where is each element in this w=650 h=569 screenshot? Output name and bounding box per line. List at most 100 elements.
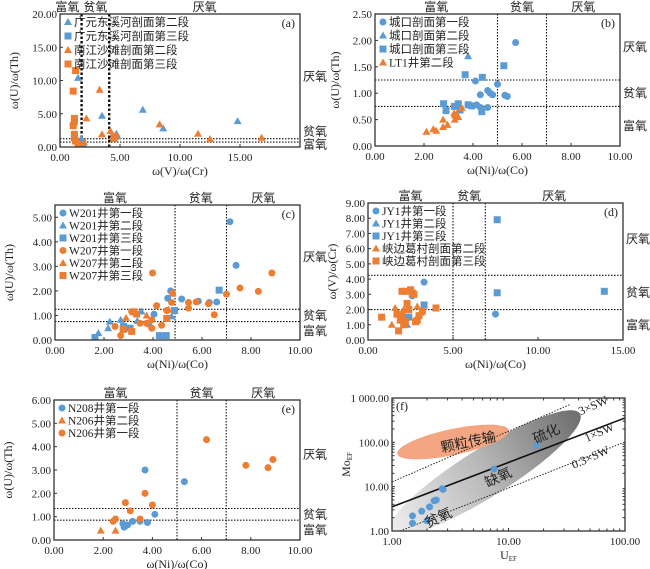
- zone-top-label: 厌氧: [193, 0, 217, 14]
- point-c-s3-13: [111, 323, 119, 330]
- point-b-s0-1: [494, 80, 501, 88]
- point-a-s3-4: [69, 122, 77, 130]
- plot-frame: [54, 204, 301, 341]
- point-f-s0-0: [409, 512, 417, 520]
- y-tick-label: 2.00: [32, 488, 52, 500]
- point-d-s2-2: [600, 287, 608, 295]
- x-tick-label: 0.00: [44, 545, 64, 557]
- legend-marker: [379, 45, 387, 53]
- ref-line-label: 1×SW: [582, 419, 616, 445]
- x-tick-label: 6.00: [192, 545, 212, 557]
- x-tick-label: 4.00: [143, 545, 163, 557]
- x-tick-label: 8.00: [241, 545, 261, 557]
- y-tick-label: 0.00: [32, 535, 52, 547]
- x-tick-label: 6.00: [192, 345, 212, 357]
- point-c-s1-2: [104, 324, 113, 332]
- panel-label: (e): [282, 402, 295, 416]
- legend-marker: [59, 272, 67, 279]
- legend-label: 城口剖面第一段: [389, 15, 470, 29]
- x-tick-label: 0.00: [358, 345, 378, 357]
- x-tick-label: 6.00: [512, 151, 532, 163]
- point-b-s2-4: [442, 107, 450, 115]
- panel-c: 0.00 2.00 4.00 6.00 8.00 10.00 0.00 1.00 2.00 3.0…: [2, 190, 327, 371]
- point-c-s5-4: [163, 314, 171, 322]
- x-tick-label: 15.00: [228, 152, 253, 164]
- zone-top-label: 厌氧: [542, 189, 566, 203]
- y-tick-label: 1.00: [353, 88, 373, 100]
- point-c-s2-0: [91, 334, 99, 340]
- point-b-s0-0: [512, 39, 520, 47]
- point-c-s4-3: [168, 288, 177, 296]
- y-axis-label: ω(V)/ω(Cr): [325, 244, 339, 300]
- x-axis-label: UEF: [500, 548, 517, 563]
- x-tick-label: 2.00: [94, 545, 114, 557]
- point-d-s4-0: [378, 313, 386, 321]
- x-tick-label: 15.00: [611, 345, 636, 357]
- y-tick-label: 3.00: [32, 465, 52, 477]
- point-f-s0-1: [409, 519, 417, 527]
- zone-top-label: 贫氧: [190, 385, 214, 400]
- y-tick-label: 1.50: [353, 62, 373, 74]
- x-tick-label: 1.00: [382, 536, 402, 548]
- zone-top-label: 贫氧: [83, 0, 107, 14]
- y-tick-label: 2.00: [33, 286, 53, 298]
- legend-label: JY1井第二段: [382, 217, 447, 231]
- point-c-s3-19: [143, 319, 151, 327]
- x-tick-label: 2.00: [414, 151, 434, 163]
- ref-line-label: 0.3×SW: [569, 443, 612, 472]
- point-c-s3-9: [210, 311, 218, 319]
- y-tick-label: 5.00: [32, 418, 52, 430]
- point-d-s2-1: [493, 289, 501, 297]
- y-axis-label: ω(U)/ω(Th): [1, 441, 15, 498]
- point-d-s4-4: [401, 287, 409, 295]
- zone-right-label: 贫氧: [623, 85, 647, 100]
- point-b-s2-3: [440, 100, 448, 108]
- point-b-s0-3: [476, 91, 484, 99]
- point-b-s3-10: [454, 112, 463, 120]
- ref-line-0: [392, 403, 571, 483]
- point-b-s0-6: [489, 91, 497, 99]
- zone-top-label: 富氧: [424, 0, 448, 14]
- legend-label: W207井第一段: [69, 244, 144, 258]
- point-b-s2-2: [500, 62, 508, 70]
- legend-marker: [59, 234, 67, 242]
- point-d-s4-10: [398, 312, 406, 320]
- y-tick-label: 5.00: [346, 259, 366, 271]
- point-a-s2-2: [98, 130, 106, 138]
- x-axis-label: ω(V)/ω(Cr): [152, 164, 208, 178]
- point-c-s3-10: [185, 304, 193, 312]
- panel-label: (f): [396, 399, 408, 413]
- point-d-s4-8: [410, 290, 418, 298]
- y-tick-label: 0.50: [353, 115, 373, 127]
- legend-label: LT1井第二段: [389, 56, 454, 70]
- point-d-s4-14: [418, 307, 426, 315]
- legend-label: 广元东溪河剖面第二段: [74, 15, 189, 29]
- panel-b: 0.00 2.00 4.00 6.00 8.00 10.00 0.00 0.50 1.00 1.5…: [328, 0, 647, 177]
- zone-top-label: 厌氧: [251, 386, 275, 400]
- x-tick-label: 0.00: [365, 151, 385, 163]
- point-b-s3-9: [450, 109, 459, 117]
- point-a-s0-0: [74, 73, 82, 81]
- point-c-s1-1: [105, 317, 114, 325]
- y-tick-label: 6.00: [32, 395, 52, 407]
- legend-label: N206井第二段: [68, 414, 140, 428]
- point-e-s2-7: [126, 507, 134, 515]
- legend-marker: [372, 207, 380, 215]
- zone-right-label: 厌氧: [623, 40, 647, 54]
- zone-right-label: 富氧: [303, 522, 327, 537]
- point-e-s2-3: [269, 456, 277, 463]
- x-axis-label: ω(Ni)/ω(Co): [146, 557, 207, 569]
- point-d-s4-18: [400, 321, 408, 329]
- point-c-s4-2: [164, 305, 173, 313]
- legend-label: N206井第一段: [68, 426, 140, 440]
- point-e-s2-2: [264, 464, 272, 472]
- point-c-s3-8: [204, 300, 212, 308]
- plot-frame: [367, 202, 624, 341]
- y-tick-label: 9.00: [346, 198, 366, 210]
- legend-label: 城口剖面第二段: [389, 29, 470, 43]
- y-tick-label: 7.00: [346, 228, 366, 240]
- point-c-s3-4: [254, 287, 262, 295]
- legend-label: W201井第一段: [69, 206, 144, 220]
- point-b-s3-4: [439, 115, 448, 123]
